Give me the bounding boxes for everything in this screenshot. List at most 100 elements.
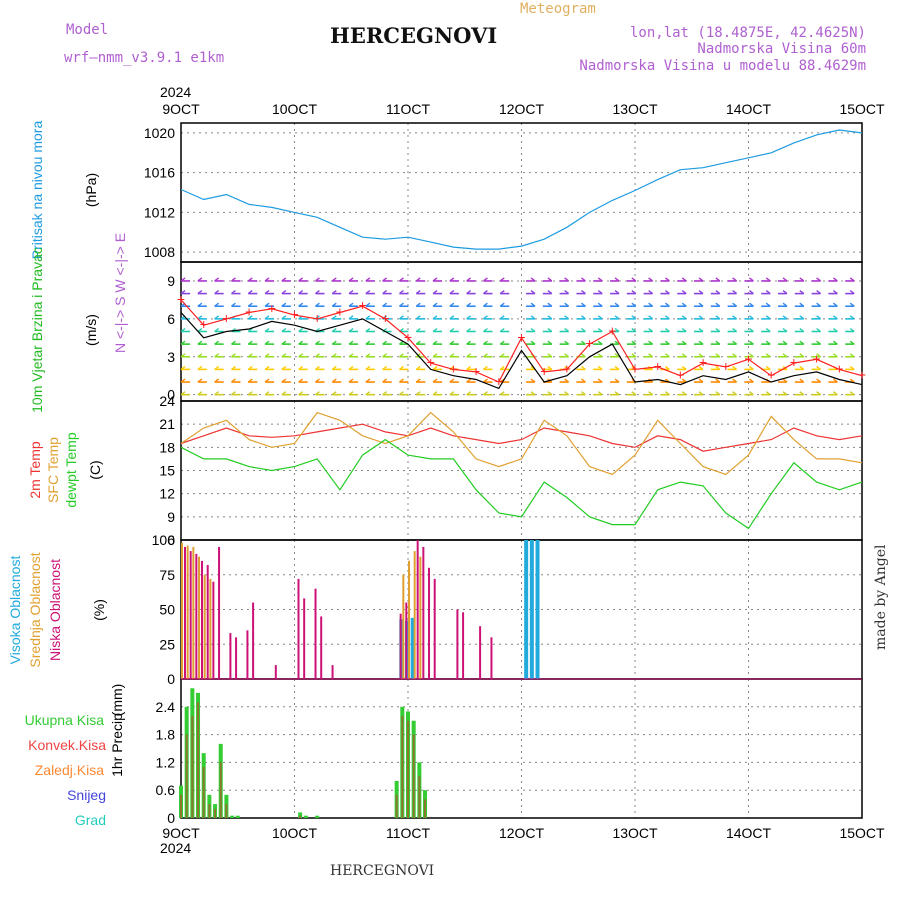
wind-barb-head xyxy=(399,302,404,307)
wind-barb-head xyxy=(180,290,186,295)
sfctemp-ylabel: SFC Temp xyxy=(45,437,61,503)
wind-barb-head xyxy=(499,327,505,333)
wind-barb-head xyxy=(614,378,620,383)
low-cloud-bar xyxy=(405,602,408,679)
wind-barb-head xyxy=(365,378,371,383)
conv-precip-bar xyxy=(395,794,398,818)
wind-barb-head xyxy=(365,365,371,370)
total-precip-bar xyxy=(235,815,240,818)
wind-barb-head xyxy=(331,353,337,358)
wind-barb-head xyxy=(614,277,620,282)
wind-barb-head xyxy=(499,277,505,282)
wind-barb-head xyxy=(765,315,771,320)
wind-barb-head xyxy=(715,340,721,345)
wind-barb-head xyxy=(247,290,253,295)
low-cloud-bar xyxy=(229,633,232,679)
wind-gust-line xyxy=(180,299,863,383)
gust-marker: + xyxy=(835,360,843,376)
wind-barb-head xyxy=(681,391,687,396)
wind-barb-head xyxy=(849,327,855,333)
wind-barb-head xyxy=(315,340,320,345)
wind-barb-head xyxy=(530,391,536,396)
wind-barb-head xyxy=(581,353,586,358)
wind-barb-head xyxy=(832,378,838,383)
wind-barb-head xyxy=(849,353,855,358)
wind-barb-head xyxy=(365,391,371,396)
mid-cloud-bar xyxy=(203,574,206,679)
wind-barb-head xyxy=(799,353,805,358)
wind-barb-head xyxy=(499,391,505,396)
wind-barb-head xyxy=(732,365,738,370)
wind-barb-head xyxy=(849,378,855,383)
wind-barb-head xyxy=(799,290,805,295)
y-tick-label: 2.4 xyxy=(156,699,176,715)
wind-barb-head xyxy=(197,391,203,396)
wind-barb-head xyxy=(499,315,505,320)
wind-barb-head xyxy=(564,378,570,383)
x-tick-label-top: 14OCT xyxy=(726,101,772,117)
wind-barb-head xyxy=(315,391,320,396)
low-cloud-bar xyxy=(456,609,459,679)
wind-barb-head xyxy=(631,290,637,295)
high-cloud-bar xyxy=(410,617,415,679)
wind-barb-head xyxy=(698,302,704,307)
conv-precip-bar xyxy=(407,720,409,818)
y-tick-label: 0 xyxy=(167,671,175,687)
low-cloud-bar xyxy=(246,630,249,679)
gust-marker: + xyxy=(336,304,344,320)
wind-barb-head xyxy=(597,365,603,370)
mid-cloud-bar xyxy=(419,556,422,679)
wind-barb-head xyxy=(648,391,654,396)
wind-barb-head xyxy=(816,378,822,383)
altitude-label: Nadmorska Visina 60m xyxy=(697,41,866,57)
wind-barb-head xyxy=(631,391,637,396)
model-altitude-label: Nadmorska Visina u modelu 88.4629m xyxy=(579,58,866,74)
wind-barb-head xyxy=(449,302,455,307)
wind-barb-head xyxy=(365,302,371,307)
wind-barb-head xyxy=(180,353,186,358)
gust-marker: + xyxy=(449,360,457,376)
wind-barb-head xyxy=(247,391,253,396)
wind-barb-head xyxy=(614,365,620,370)
wind-barb-head xyxy=(748,378,754,383)
wind-barb-head xyxy=(365,277,371,282)
wind-barb-head xyxy=(415,391,421,396)
wind-barb-head xyxy=(681,327,687,333)
model-name: wrf—nmm_v3.9.1 e1km xyxy=(64,50,224,66)
wind-barb-head xyxy=(698,365,704,370)
gust-marker: + xyxy=(767,367,775,383)
wind-barb-head xyxy=(231,277,236,282)
gust-marker: + xyxy=(722,358,730,374)
wind-direction-legend: N <-|-> S W <-|-> E xyxy=(112,233,128,353)
wind-barb-head xyxy=(483,353,488,358)
wind-barb-head xyxy=(348,391,354,396)
wind-barb-head xyxy=(214,365,220,370)
wind-barb-head xyxy=(748,327,754,333)
wind-barb-head xyxy=(698,277,704,282)
wind-barb-head xyxy=(849,290,855,295)
mid-cloud-bar xyxy=(413,551,416,679)
wind-barb-head xyxy=(264,340,270,345)
wind-barb-head xyxy=(197,327,203,333)
wind-barb-head xyxy=(530,277,536,282)
wind-barb-head xyxy=(816,302,822,307)
wind-barb-head xyxy=(799,327,805,333)
wind-barb-head xyxy=(631,302,637,307)
wind-barb-head xyxy=(180,327,186,333)
wind-barb-head xyxy=(748,340,754,345)
gust-marker: + xyxy=(290,306,298,322)
wind-barb-head xyxy=(732,315,738,320)
wind-barb-head xyxy=(597,353,603,358)
wind-barb-head xyxy=(715,353,721,358)
low-cloud-bar xyxy=(303,598,306,679)
wind-barb-head xyxy=(247,378,253,383)
mid-cloud-ylabel: Srednja Oblacnost xyxy=(27,552,43,667)
wind-barb-head xyxy=(483,277,488,282)
wind-barb-head xyxy=(298,327,304,333)
wind-barb-head xyxy=(832,340,838,345)
wind-barb-head xyxy=(399,315,404,320)
gust-marker: + xyxy=(200,316,208,332)
wind-barb-head xyxy=(732,327,738,333)
wind-barb-head xyxy=(681,277,687,282)
wind-barb-head xyxy=(214,353,220,358)
